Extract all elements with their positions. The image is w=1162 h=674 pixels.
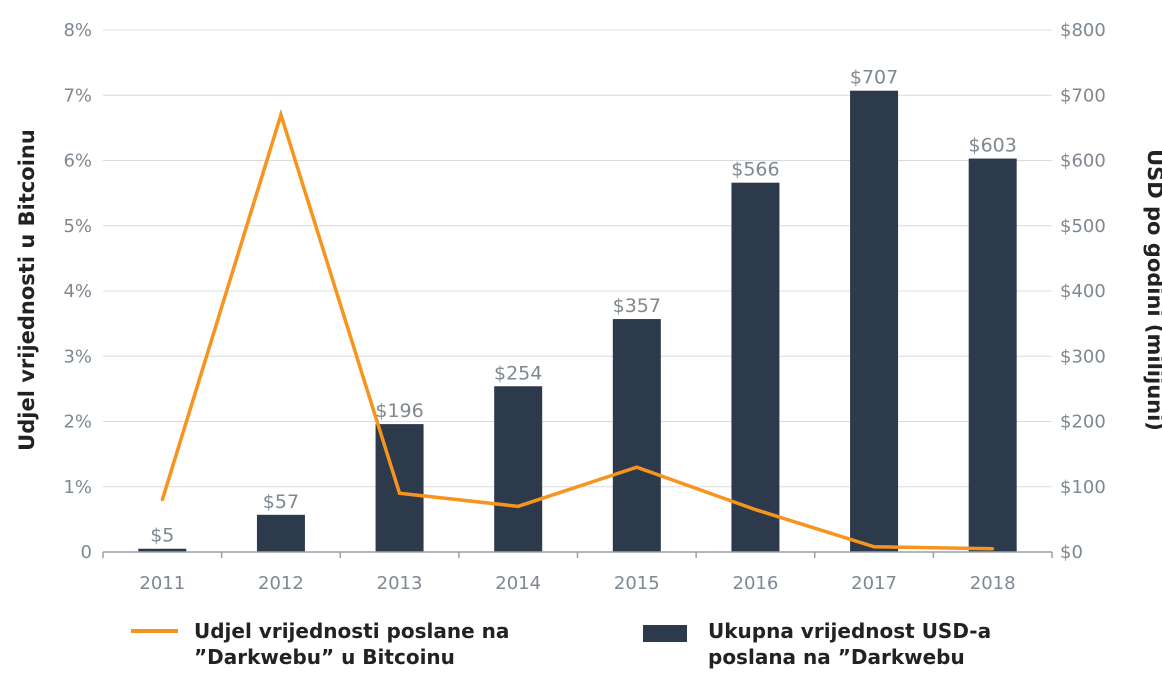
- bar-value-label: $57: [263, 491, 299, 513]
- x-tick-label: 2014: [495, 573, 541, 594]
- left-tick-label: 8%: [63, 20, 92, 41]
- left-tick-label: 4%: [63, 281, 92, 302]
- bar-value-label: $603: [969, 135, 1017, 157]
- line-point: [872, 545, 876, 549]
- bar-series: [138, 90, 1017, 553]
- x-tick-label: 2012: [258, 573, 304, 594]
- right-tick-label: $500: [1060, 216, 1106, 237]
- right-axis-title: USD po godini (milijuni): [1143, 149, 1162, 431]
- left-tick-label: 6%: [63, 151, 92, 172]
- bar-value-label: $707: [850, 67, 898, 89]
- left-tick-label: 1%: [63, 477, 92, 498]
- bar: [612, 319, 661, 552]
- right-tick-label: $0: [1060, 542, 1083, 563]
- legend-bar-label-2: poslana na ”Darkwebu: [708, 645, 965, 669]
- bar-value-label: $254: [494, 362, 542, 384]
- left-tick-label: 5%: [63, 216, 92, 237]
- legend-bar-swatch: [643, 625, 687, 642]
- legend-line-label-2: ”Darkwebu” u Bitcoinu: [194, 645, 455, 669]
- bar: [731, 182, 780, 552]
- x-tick-label: 2013: [377, 573, 423, 594]
- legend-bar-label-1: Ukupna vrijednost USD-a: [708, 619, 991, 643]
- bar-value-label: $566: [731, 159, 779, 181]
- left-axis-title: Udjel vrijednosti u Bitcoinu: [15, 129, 39, 451]
- bar-value-label: $5: [150, 525, 174, 547]
- right-tick-label: $300: [1060, 346, 1106, 367]
- line-point: [753, 508, 757, 512]
- line-point: [398, 491, 402, 495]
- right-tick-label: $400: [1060, 281, 1106, 302]
- line-series: [160, 108, 995, 551]
- line-point: [516, 504, 520, 508]
- bar: [494, 386, 543, 552]
- gridlines: [103, 29, 1052, 488]
- left-tick-label: 3%: [63, 346, 92, 367]
- left-tick-label: 7%: [63, 85, 92, 106]
- line-point: [279, 113, 283, 117]
- share-line: [160, 108, 993, 551]
- legend-line-label-1: Udjel vrijednosti poslane na: [194, 619, 509, 643]
- legend: Udjel vrijednosti poslane na ”Darkwebu” …: [131, 619, 991, 669]
- right-tick-label: $100: [1060, 477, 1106, 498]
- bar: [968, 158, 1017, 553]
- right-tick-label: $800: [1060, 20, 1106, 41]
- x-tick-label: 2018: [970, 573, 1016, 594]
- axes: 0 1% 2% 3% 4% 5% 6% 7% 8% $0 $100 $200 $300 $400 $500 $…: [63, 20, 1105, 594]
- x-tick-label: 2016: [733, 573, 779, 594]
- data-labels: $5 $57 $196 $254 $357 $566 $707 $603: [150, 67, 1017, 547]
- left-tick-label: 0: [81, 542, 92, 563]
- line-point: [160, 498, 164, 502]
- right-tick-label: $600: [1060, 151, 1106, 172]
- bar-value-label: $196: [375, 400, 423, 422]
- right-tick-label: $200: [1060, 412, 1106, 433]
- bar: [850, 90, 899, 553]
- x-tick-label: 2017: [851, 573, 897, 594]
- line-point: [991, 547, 995, 551]
- x-tick-label: 2015: [614, 573, 660, 594]
- bar: [256, 514, 305, 552]
- bar-value-label: $357: [613, 295, 661, 317]
- bar: [138, 548, 187, 552]
- x-tick-label: 2011: [139, 573, 185, 594]
- line-point: [635, 465, 639, 469]
- right-tick-label: $700: [1060, 85, 1106, 106]
- left-tick-label: 2%: [63, 412, 92, 433]
